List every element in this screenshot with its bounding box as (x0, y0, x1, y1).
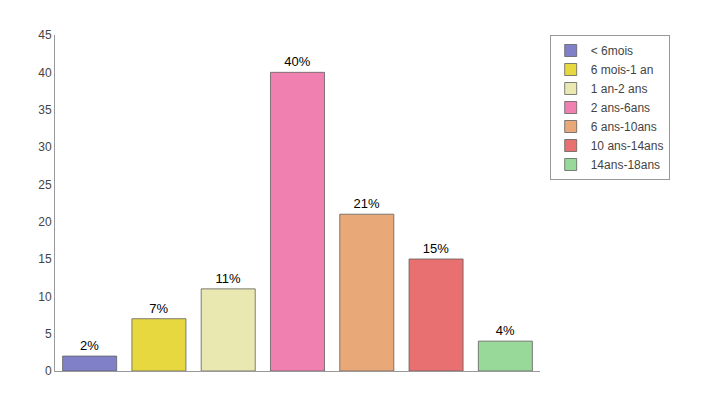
svg-text:20: 20 (38, 215, 52, 229)
svg-text:2 ans-6ans: 2 ans-6ans (591, 101, 650, 115)
svg-text:6 mois-1 an: 6 mois-1 an (591, 63, 654, 77)
svg-text:35: 35 (38, 103, 52, 117)
svg-text:25: 25 (38, 178, 52, 192)
svg-text:0: 0 (45, 364, 52, 378)
svg-text:30: 30 (38, 140, 52, 154)
svg-text:40%: 40% (284, 54, 310, 69)
svg-text:14ans-18ans: 14ans-18ans (591, 158, 660, 172)
svg-text:1 an-2 ans: 1 an-2 ans (591, 82, 648, 96)
svg-text:15%: 15% (423, 241, 449, 256)
svg-text:7%: 7% (149, 301, 168, 316)
svg-text:5: 5 (45, 327, 52, 341)
svg-text:15: 15 (38, 252, 52, 266)
svg-text:11%: 11% (215, 271, 240, 286)
svg-text:2%: 2% (80, 338, 99, 353)
svg-text:10 ans-14ans: 10 ans-14ans (591, 139, 664, 153)
svg-text:40: 40 (38, 66, 52, 80)
svg-text:21%: 21% (354, 196, 380, 211)
svg-text:< 6mois: < 6mois (591, 44, 633, 58)
svg-text:10: 10 (38, 290, 52, 304)
svg-text:45: 45 (38, 28, 52, 42)
svg-text:4%: 4% (496, 323, 515, 338)
svg-text:6 ans-10ans: 6 ans-10ans (591, 120, 657, 134)
